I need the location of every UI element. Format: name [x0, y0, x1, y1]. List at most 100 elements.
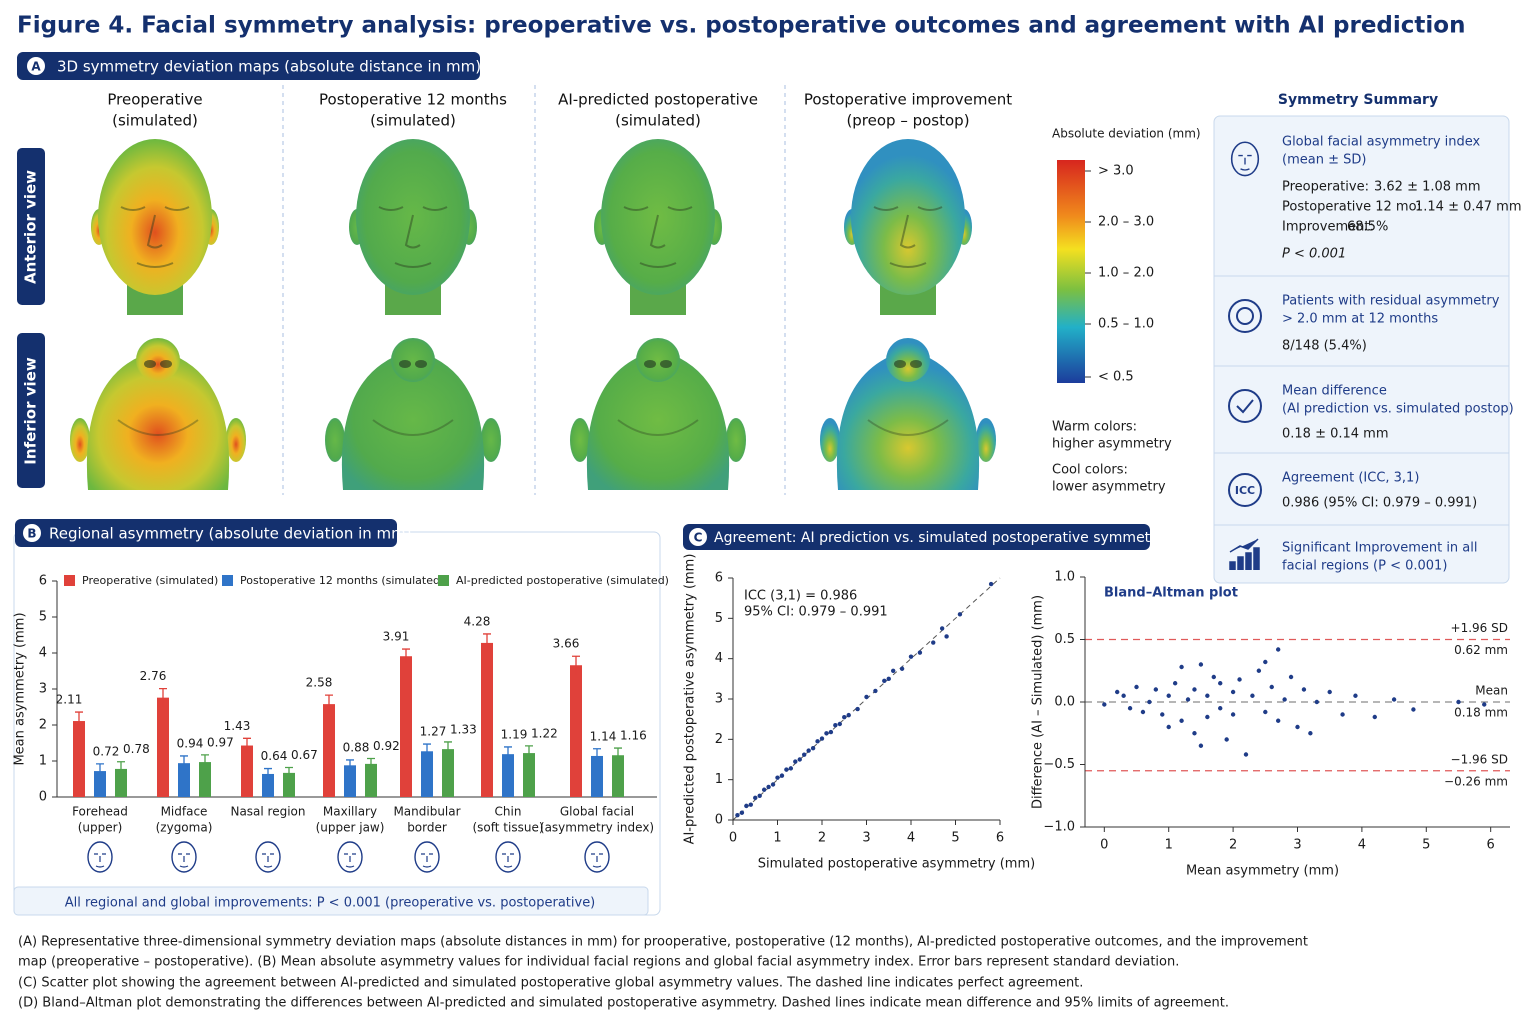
reference-label: −1.96 SD	[1451, 752, 1508, 766]
summary-value: 68.5%	[1347, 220, 1388, 235]
summary-heading: (mean ± SD)	[1282, 153, 1366, 168]
summary-value: 8/148 (5.4%)	[1282, 339, 1367, 354]
value-label: 1.33	[450, 722, 477, 736]
icon-text: ICC	[1235, 484, 1255, 497]
x-tick-label: Mandibular	[393, 805, 460, 819]
summary-heading: Patients with residual asymmetry	[1282, 294, 1500, 309]
x-tick-label: 2	[818, 831, 826, 846]
error-bar	[525, 745, 533, 761]
colorbar-label: 0.5 – 1.0	[1098, 317, 1154, 332]
icon	[1228, 389, 1262, 423]
point	[735, 812, 740, 818]
x-tick-label: Chin	[495, 805, 522, 819]
panel-a-badge	[27, 57, 45, 75]
reference-label: −0.26 mm	[1444, 774, 1508, 788]
y-tick-label: −0.5	[1043, 757, 1075, 772]
summary-box	[1213, 115, 1510, 584]
y-axis-label: Mean asymmetry (mm)	[13, 612, 28, 765]
x-tick-label: 4	[1358, 838, 1366, 853]
point	[882, 678, 887, 684]
face-map	[819, 337, 997, 490]
point	[1456, 699, 1461, 705]
panel-title: 3D symmetry deviation maps (absolute dis…	[57, 58, 481, 76]
point	[1198, 743, 1204, 748]
summary-heading: > 2.0 mm at 12 months	[1282, 312, 1438, 327]
legend-swatch	[64, 575, 75, 586]
summary-value: 3.62 ± 1.08 mm	[1374, 180, 1481, 195]
point	[1295, 724, 1300, 730]
bar	[262, 773, 274, 797]
panel-c-header	[683, 524, 1150, 550]
point	[1185, 697, 1191, 702]
column-header: Postoperative improvement	[804, 91, 1012, 109]
value-label: 0.67	[291, 748, 318, 762]
reference-label: +1.96 SD	[1451, 621, 1508, 635]
point	[1211, 674, 1216, 680]
column-header: (simulated)	[615, 112, 701, 130]
point	[944, 634, 949, 639]
chart-title: Bland–Altman plot	[1104, 586, 1238, 601]
point	[1153, 687, 1159, 692]
error-bar	[75, 711, 83, 731]
column-header: Preoperative	[107, 91, 202, 109]
row-label: Inferior view	[22, 357, 40, 465]
summary-key: Postoperative 12 mo:	[1282, 200, 1421, 215]
y-tick-label: 4	[39, 646, 47, 661]
y-tick-label: 0	[715, 813, 723, 828]
value-label: 0.97	[207, 735, 234, 749]
x-tick-label: 1	[773, 831, 781, 846]
x-tick-label: Forehead	[72, 805, 128, 819]
colorbar	[1057, 160, 1085, 383]
x-tick-label: 0	[729, 831, 737, 846]
summary-heading: facial regions (P < 0.001)	[1282, 559, 1447, 574]
point	[753, 795, 758, 801]
bar	[365, 763, 377, 797]
point	[1179, 664, 1184, 670]
summary-heading: Agreement (ICC, 3,1)	[1282, 471, 1419, 486]
face-map	[348, 138, 478, 315]
point	[1224, 737, 1229, 742]
colorbar-label: < 0.5	[1098, 370, 1134, 385]
caption: map (preoperative – postoperative). (B) …	[18, 955, 1179, 970]
caption: (C) Scatter plot showing the agreement b…	[18, 976, 1083, 991]
point	[873, 688, 878, 694]
x-tick-label: Global facial	[560, 805, 634, 819]
note: lower asymmetry	[1052, 480, 1166, 495]
y-tick-label: 3	[715, 692, 723, 707]
panel-b-header	[15, 519, 397, 547]
column-header: (simulated)	[112, 112, 198, 130]
point	[1340, 712, 1345, 717]
error-bar	[346, 759, 354, 771]
bar	[115, 768, 127, 797]
error-bar	[325, 694, 333, 714]
point	[1134, 684, 1139, 690]
value-label: 3.91	[383, 630, 410, 644]
point	[1308, 731, 1313, 736]
face-map	[569, 337, 747, 490]
point	[748, 802, 753, 807]
y-tick-label: 6	[39, 574, 47, 589]
point	[788, 766, 794, 771]
point	[891, 668, 896, 673]
column-header: (preop – postop)	[846, 112, 969, 130]
y-axis-label: Difference (AI – Simulated) (mm)	[1031, 595, 1046, 809]
summary-heading: Mean difference	[1282, 384, 1387, 399]
x-tick-label: 6	[1487, 838, 1495, 853]
panel-title: Agreement: AI prediction vs. simulated p…	[714, 530, 1164, 546]
point	[1192, 731, 1197, 736]
column-header: Postoperative 12 months	[319, 91, 507, 109]
icon	[1236, 307, 1254, 325]
summary-heading: (AI prediction vs. simulated postop)	[1282, 402, 1514, 417]
point	[855, 706, 860, 712]
x-tick-label: 0	[1100, 838, 1108, 853]
bar	[502, 754, 514, 797]
point	[1372, 714, 1377, 720]
y-tick-label: 1.0	[1054, 570, 1075, 585]
value-label: 2.58	[306, 676, 333, 690]
y-tick-label: 5	[39, 610, 47, 625]
legend-label: Preoperative (simulated)	[82, 574, 218, 587]
summary-heading: Significant Improvement in all	[1282, 541, 1478, 556]
point	[779, 773, 785, 778]
value-label: 2.11	[56, 693, 83, 707]
